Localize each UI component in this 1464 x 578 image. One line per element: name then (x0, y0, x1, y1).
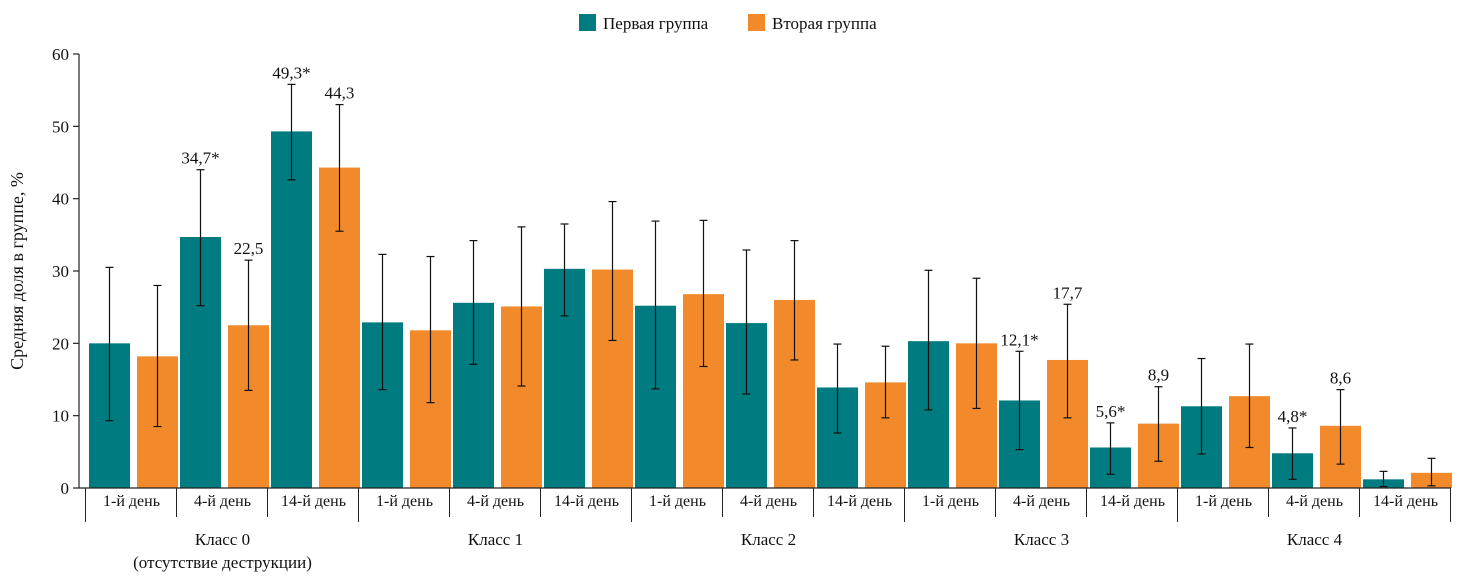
y-tick-label-20: 20 (52, 334, 69, 353)
y-tick-label-50: 50 (52, 117, 69, 136)
y-tick-label-10: 10 (52, 407, 69, 426)
y-tick-label-30: 30 (52, 262, 69, 281)
x-axis: 1-й день 4-й день 14-й день Класс 0 (отсутст… (79, 487, 1451, 572)
x-day-label-class0-3: 14-й день (281, 493, 346, 510)
x-day-label-class2-1: 1-й день (649, 493, 706, 510)
x-class-sublabel-0: (отсутствие деструкции) (133, 553, 312, 572)
x-day-label-class3-1: 1-й день (922, 493, 979, 510)
data-label-class0-day3-s2: 44,3 (325, 84, 355, 103)
y-axis: 0 10 20 30 40 50 60 Средняя доля в группе, % (7, 45, 80, 498)
data-label-class3-day3-s1: 5,6* (1096, 402, 1126, 421)
x-class-label-3: Класс 3 (1014, 530, 1069, 549)
x-day-label-class1-3: 14-й день (554, 493, 619, 510)
x-day-label-class0-2: 4-й день (194, 493, 251, 510)
bars-layer (89, 131, 1452, 488)
legend: Первая группа Вторая группа (579, 14, 877, 33)
y-tick-label-40: 40 (52, 190, 69, 209)
data-label-class0-day2-s1: 34,7* (181, 149, 219, 168)
x-day-label-class1-1: 1-й день (376, 493, 433, 510)
data-label-class3-day2-s2: 17,7 (1053, 283, 1083, 302)
x-class-label-1: Класс 1 (468, 530, 523, 549)
x-day-label-class4-2: 4-й день (1286, 493, 1343, 510)
x-class-label-2: Класс 2 (741, 530, 796, 549)
x-day-label-class1-2: 4-й день (467, 493, 524, 510)
y-axis-title: Средняя доля в группе, % (7, 172, 27, 370)
legend-swatch-2 (748, 14, 765, 31)
x-class-label-4: Класс 4 (1287, 530, 1343, 549)
x-class-label-0: Класс 0 (195, 530, 250, 549)
value-labels-layer: 34,7* 22,5 49,3* 44,3 12,1* 17,7 5,6* 8,9 4,8* 8,… (181, 63, 1351, 426)
legend-label-2: Вторая группа (772, 14, 877, 33)
legend-label-1: Первая группа (603, 14, 709, 33)
data-label-class4-day2-s2: 8,6 (1330, 369, 1351, 388)
error-bars-layer (105, 83, 1436, 488)
x-day-label-class0-1: 1-й день (103, 493, 160, 510)
data-label-class4-day2-s1: 4,8* (1278, 407, 1308, 426)
x-day-label-class3-3: 14-й день (1100, 493, 1165, 510)
data-label-class0-day2-s2: 22,5 (234, 239, 264, 258)
x-day-label-class3-2: 4-й день (1013, 493, 1070, 510)
x-day-label-class2-3: 14-й день (827, 493, 892, 510)
bar-class0-day3-s1 (271, 131, 312, 488)
data-label-class0-day3-s1: 49,3* (272, 63, 310, 82)
legend-swatch-1 (579, 14, 596, 31)
x-day-label-class4-1: 1-й день (1195, 493, 1252, 510)
x-day-label-class4-3: 14-й день (1373, 493, 1438, 510)
y-tick-label-0: 0 (61, 479, 70, 498)
data-label-class3-day3-s2: 8,9 (1148, 366, 1169, 385)
data-label-class3-day2-s1: 12,1* (1000, 330, 1038, 349)
x-day-label-class2-2: 4-й день (740, 493, 797, 510)
y-tick-label-60: 60 (52, 45, 69, 64)
